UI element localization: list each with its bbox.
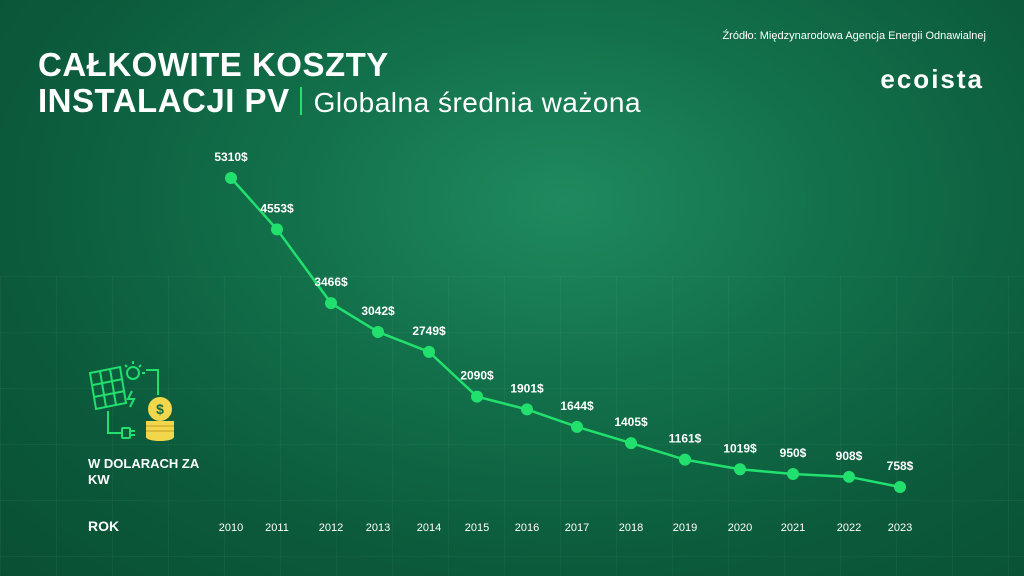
data-label-2017: 1644$ xyxy=(560,399,594,413)
x-tick-2014: 2014 xyxy=(417,522,441,534)
x-axis-label: ROK xyxy=(88,518,120,534)
x-tick-2020: 2020 xyxy=(728,522,752,534)
data-point-2019 xyxy=(679,453,691,466)
subtitle: Globalna średnia ważona xyxy=(313,87,642,118)
x-tick-2013: 2013 xyxy=(366,522,390,534)
x-tick-2012: 2012 xyxy=(319,522,343,534)
data-label-2010: 5310$ xyxy=(214,150,248,164)
data-point-2017 xyxy=(571,420,583,433)
data-point-2014 xyxy=(423,345,435,358)
data-label-2022: 908$ xyxy=(836,449,863,463)
x-tick-2016: 2016 xyxy=(515,522,539,534)
x-tick-2019: 2019 xyxy=(673,522,697,534)
data-label-2016: 1901$ xyxy=(510,381,544,395)
data-label-2015: 2090$ xyxy=(460,369,494,383)
data-label-2021: 950$ xyxy=(780,446,807,460)
x-tick-2023: 2023 xyxy=(888,522,912,534)
data-point-2020 xyxy=(734,463,746,476)
data-point-2010 xyxy=(225,172,237,184)
x-tick-2021: 2021 xyxy=(781,522,805,534)
data-point-2011 xyxy=(271,223,283,236)
data-point-2015 xyxy=(471,390,483,403)
x-tick-2011: 2011 xyxy=(265,522,289,534)
coin-stack-icon: $ xyxy=(146,397,174,441)
data-point-2022 xyxy=(843,470,855,483)
x-tick-2010: 2010 xyxy=(219,522,243,534)
data-label-2012: 3466$ xyxy=(314,275,348,289)
title-line-2: INSTALACJI PV Globalna średnia ważona xyxy=(38,82,641,120)
svg-text:$: $ xyxy=(156,401,164,417)
x-tick-2022: 2022 xyxy=(837,522,861,534)
data-point-2012 xyxy=(325,297,337,310)
title-line-1: CAŁKOWITE KOSZTY xyxy=(38,46,389,83)
data-point-2018 xyxy=(625,437,637,450)
data-label-2011: 4553$ xyxy=(260,201,294,215)
data-point-2013 xyxy=(372,325,384,338)
data-label-2014: 2749$ xyxy=(412,324,446,338)
x-tick-2018: 2018 xyxy=(619,522,643,534)
x-tick-2017: 2017 xyxy=(565,522,589,534)
data-point-2023 xyxy=(894,481,906,493)
solar-panel-icon xyxy=(88,361,159,439)
x-tick-2015: 2015 xyxy=(465,522,489,534)
data-label-2020: 1019$ xyxy=(723,441,757,455)
y-axis-label: W DOLARACH ZA KW xyxy=(88,456,208,488)
series-line xyxy=(230,177,901,489)
title-line-2-text: INSTALACJI PV xyxy=(38,82,290,119)
solar-cost-icon: $ xyxy=(78,355,188,445)
data-point-2016 xyxy=(521,403,533,416)
data-label-2019: 1161$ xyxy=(669,432,702,446)
title-divider xyxy=(299,87,302,115)
data-point-2021 xyxy=(787,467,799,480)
y-axis-label-text: W DOLARACH ZA KW xyxy=(88,456,199,487)
data-label-2013: 3042$ xyxy=(361,304,395,318)
brand-logo: ecoista xyxy=(880,64,984,94)
source-note: Źródło: Międzynarodowa Agencja Energii O… xyxy=(722,30,986,42)
data-label-2018: 1405$ xyxy=(614,415,648,429)
data-label-2023: 758$ xyxy=(887,459,914,473)
